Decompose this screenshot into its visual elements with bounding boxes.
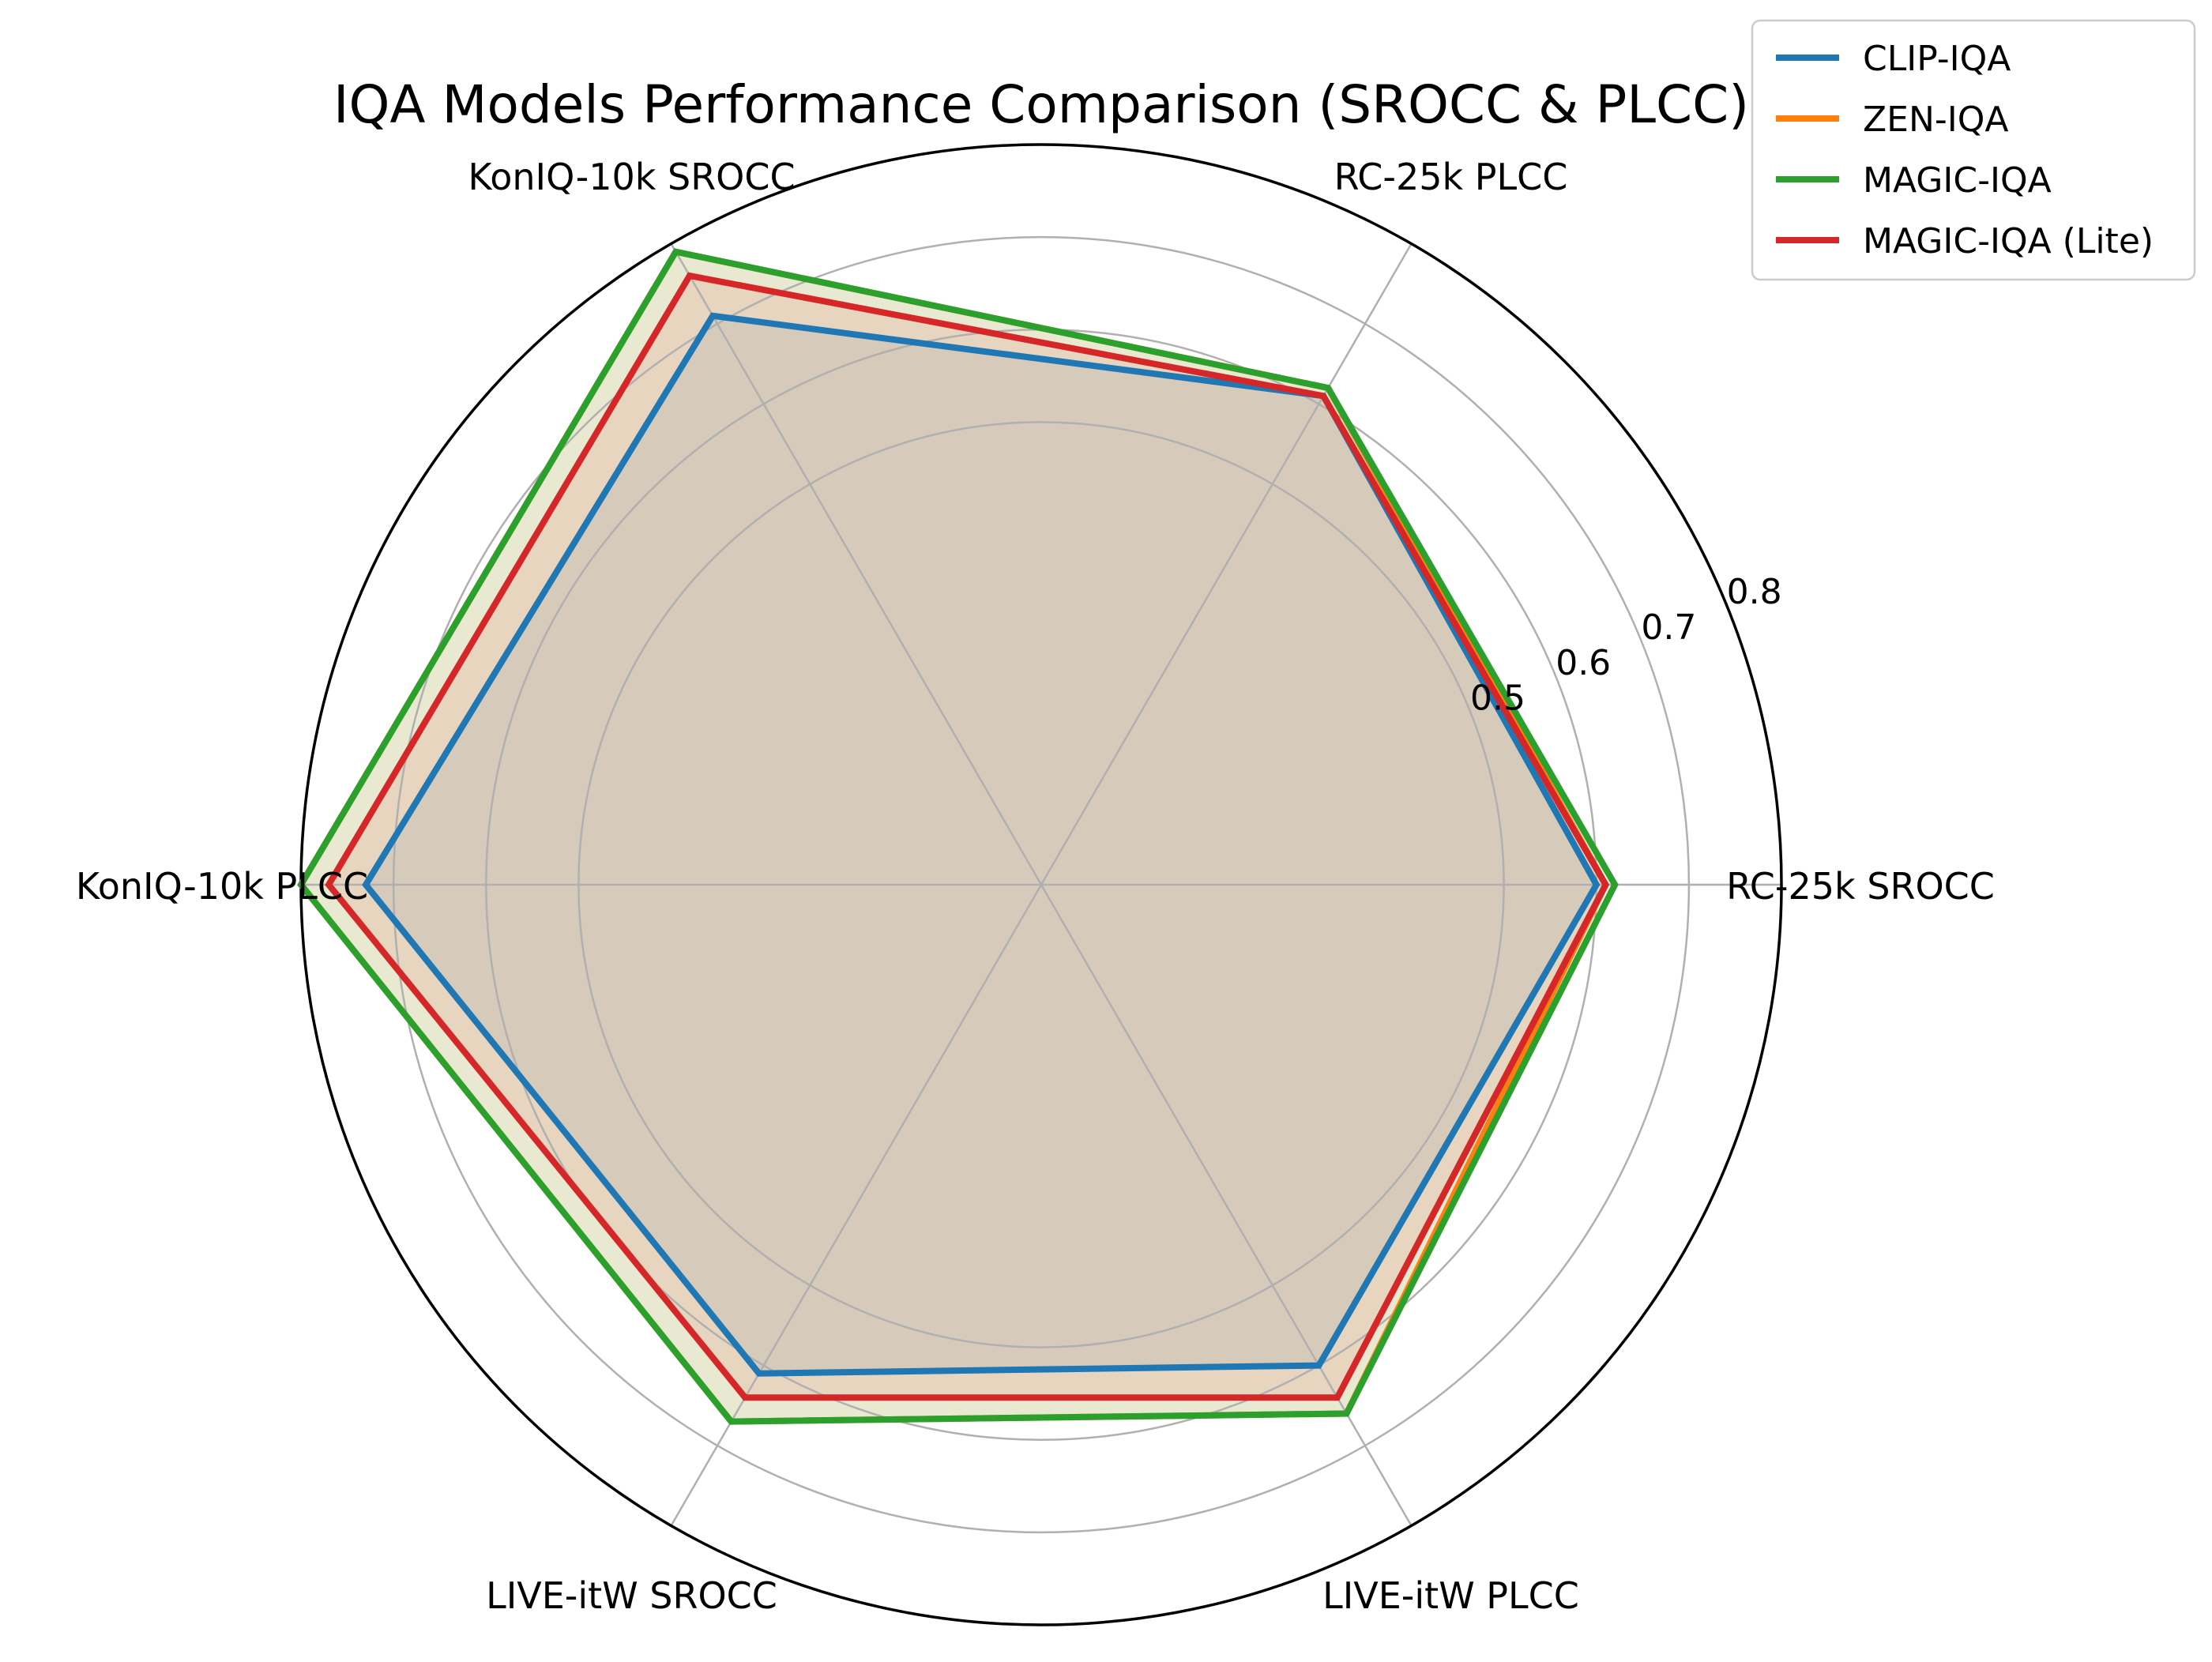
radial-tick-label: 0.8 [1727, 572, 1782, 612]
series-area-0 [366, 315, 1597, 1374]
axis-label: LIVE-itW SROCC [486, 1574, 777, 1617]
radial-tick-label: 0.6 [1556, 643, 1611, 683]
legend-label-2: MAGIC-IQA [1863, 160, 2052, 201]
series-line-3 [325, 272, 1610, 1401]
legend: CLIP-IQA ZEN-IQA MAGIC-IQA MAGIC-IQA (Lite) [1751, 19, 2196, 281]
grid-spoke [1040, 884, 1413, 1527]
radial-tick-label: 0.5 [1470, 679, 1525, 719]
radial-tick-label: 0.7 [1641, 607, 1696, 648]
axis-label: KonIQ-10k PLCC [76, 865, 368, 908]
axis-label: KonIQ-10k SROCC [468, 156, 795, 198]
series-area-2 [301, 251, 1616, 1422]
axis-label: RC-25k PLCC [1334, 156, 1568, 198]
grid-spoke [670, 243, 1043, 886]
chart-title: IQA Models Performance Comparison (SROCC… [333, 74, 1749, 135]
series-area-1 [301, 251, 1606, 1422]
legend-label-0: CLIP-IQA [1863, 39, 2011, 79]
axis-label: LIVE-itW PLCC [1322, 1574, 1579, 1617]
legend-label-1: ZEN-IQA [1863, 100, 2008, 140]
series-line-2 [297, 248, 1619, 1425]
series-area-3 [329, 276, 1606, 1398]
grid-spoke [1040, 243, 1413, 886]
legend-frame [1751, 19, 2196, 281]
axis-label: RC-25k SROCC [1726, 865, 1995, 908]
legend-label-3: MAGIC-IQA (Lite) [1863, 221, 2154, 261]
